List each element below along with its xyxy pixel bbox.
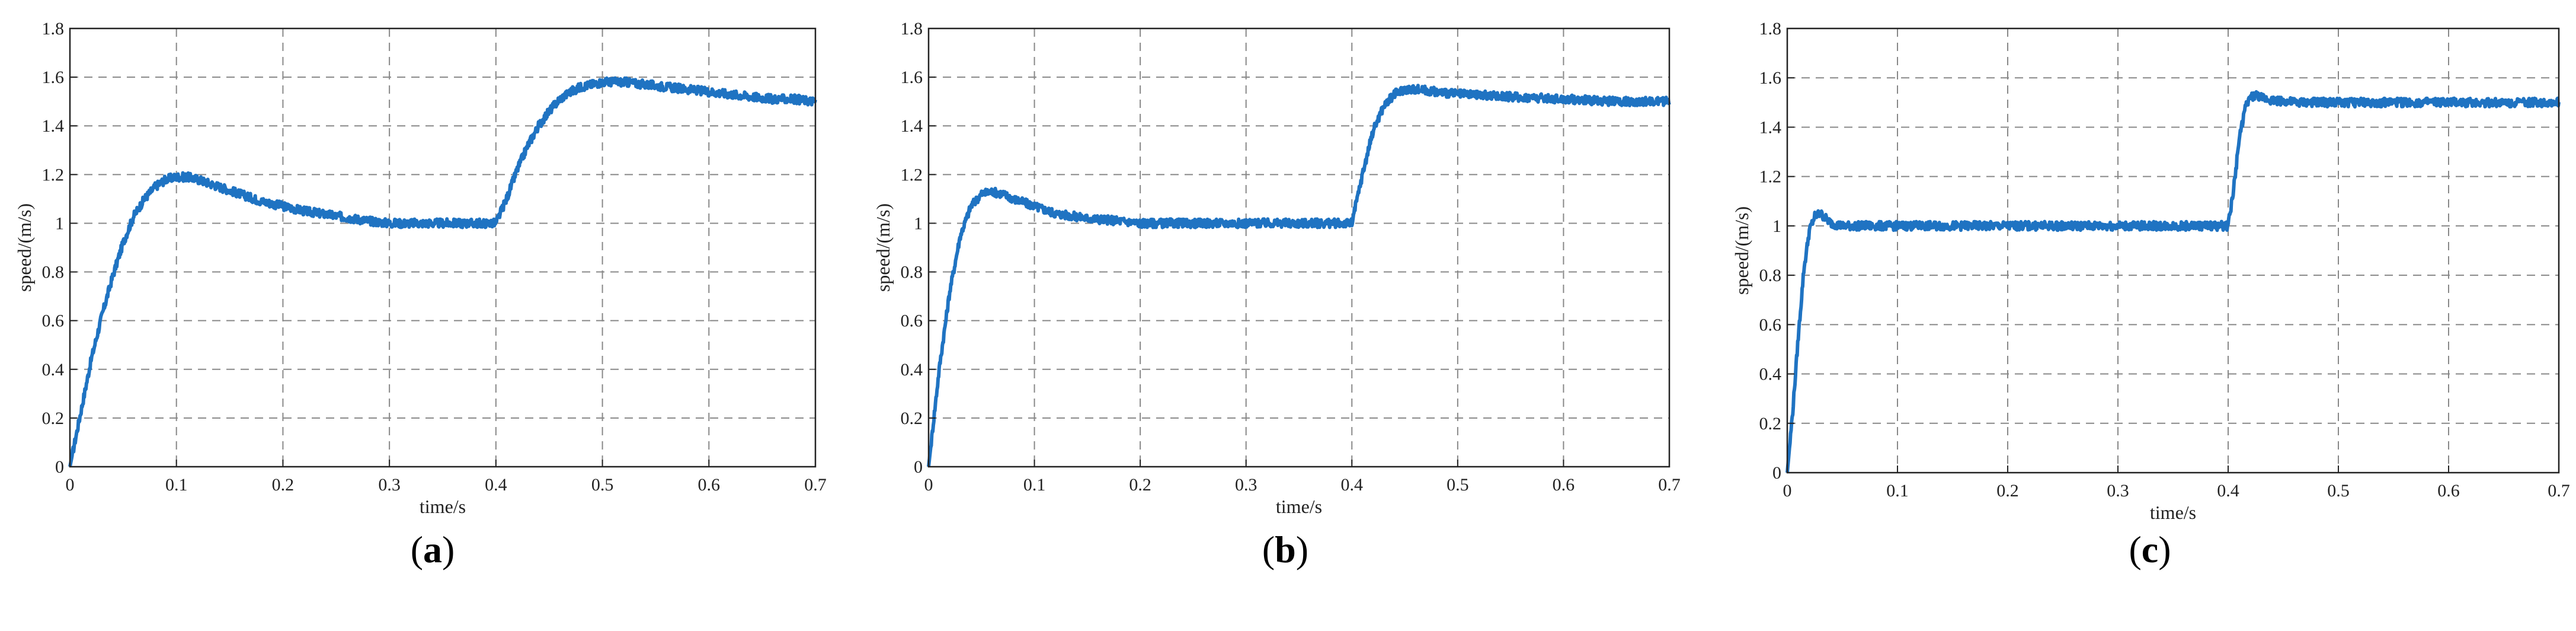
y-tick-label-c-6: 1.2 [1759, 167, 1782, 187]
panel-label-a: a [423, 528, 442, 571]
panel-caption-a: (a) [410, 528, 455, 571]
x-tick-label-a-7: 0.7 [804, 475, 827, 495]
x-tick-label-a-4: 0.4 [485, 475, 507, 495]
x-tick-label-a-3: 0.3 [378, 475, 401, 495]
x-tick-label-a-1: 0.1 [165, 475, 188, 495]
series-line-a [68, 76, 817, 467]
y-axis-label-a: speed/(m/s) [14, 203, 35, 292]
series-line-c [1785, 90, 2561, 473]
plot-frame-b [927, 27, 1671, 468]
y-tick-label-a-0: 0 [55, 457, 64, 477]
y-tick-label-c-3: 0.6 [1759, 315, 1782, 334]
x-tick-label-a-6: 0.6 [698, 475, 721, 495]
y-tick-label-b-7: 1.4 [901, 116, 923, 136]
y-tick-label-a-4: 0.8 [42, 263, 65, 282]
y-tick-label-a-8: 1.6 [42, 68, 65, 87]
y-tick-label-c-7: 1.4 [1759, 117, 1782, 137]
x-tick-label-c-3: 0.3 [2107, 481, 2129, 501]
x-tick-label-b-2: 0.2 [1129, 475, 1151, 495]
x-tick-label-b-3: 0.3 [1235, 475, 1257, 495]
x-tick-label-b-7: 0.7 [1658, 475, 1681, 495]
y-tick-label-a-1: 0.2 [42, 409, 65, 428]
x-tick-label-b-0: 0 [924, 475, 933, 495]
y-tick-label-b-6: 1.2 [901, 165, 923, 184]
y-tick-label-a-5: 1 [55, 213, 64, 233]
x-tick-label-c-7: 0.7 [2548, 481, 2570, 501]
x-tick-label-b-4: 0.4 [1341, 475, 1364, 495]
y-tick-label-c-1: 0.2 [1759, 414, 1782, 434]
panel-caption-b: (b) [1262, 528, 1309, 571]
y-tick-label-b-2: 0.4 [901, 360, 923, 380]
chart-panel-a: 0 0.1 0.2 0.3 0.4 0.5 0.6 0.7 0 0.2 0.4 0.6 0.8 1 1.2 1… [0, 0, 859, 631]
plot-frame-a [69, 27, 817, 468]
chart-a-svg: 0 0.1 0.2 0.3 0.4 0.5 0.6 0.7 0 0.2 0.4 0.6 0.8 1 1.2 1… [14, 19, 827, 517]
panel-label-b: b [1275, 528, 1296, 571]
x-tick-label-c-4: 0.4 [2217, 481, 2239, 501]
y-tick-label-a-2: 0.4 [42, 360, 65, 380]
x-tick-label-c-2: 0.2 [1996, 481, 2019, 501]
x-tick-label-c-0: 0 [1783, 481, 1792, 501]
panel-caption-c: (c) [2129, 528, 2171, 571]
x-axis-label-a: time/s [420, 496, 466, 517]
y-tick-label-a-3: 0.6 [42, 311, 65, 331]
y-tick-label-b-4: 0.8 [901, 263, 923, 282]
x-tick-label-a-5: 0.5 [591, 475, 614, 495]
y-tick-label-c-9: 1.8 [1759, 19, 1782, 39]
x-tick-label-a-2: 0.2 [272, 475, 295, 495]
chart-panel-c: 0 0.1 0.2 0.3 0.4 0.5 0.6 0.7 0 0.2 0.4 0.6 0.8 1 1.2 1… [1717, 0, 2576, 631]
x-tick-label-c-1: 0.1 [1886, 481, 1909, 501]
y-axis-label-b: speed/(m/s) [872, 203, 894, 292]
y-tick-label-b-0: 0 [914, 457, 923, 477]
y-tick-label-a-9: 1.8 [42, 19, 65, 39]
y-tick-label-c-0: 0 [1772, 463, 1781, 483]
y-tick-label-b-9: 1.8 [901, 19, 923, 39]
chart-b-svg: 0 0.1 0.2 0.3 0.4 0.5 0.6 0.7 0 0.2 0.4 0.6 0.8 1 1.2 1… [872, 19, 1681, 517]
y-tick-label-b-3: 0.6 [901, 311, 923, 331]
y-tick-label-b-8: 1.6 [901, 68, 923, 87]
panel-label-c: c [2141, 528, 2159, 571]
y-tick-label-c-4: 0.8 [1759, 266, 1782, 285]
plot-frame-c [1786, 27, 2560, 474]
x-axis-label-c: time/s [2150, 502, 2196, 522]
chart-c-svg: 0 0.1 0.2 0.3 0.4 0.5 0.6 0.7 0 0.2 0.4 0.6 0.8 1 1.2 1… [1731, 19, 2570, 522]
y-tick-label-b-1: 0.2 [901, 409, 923, 428]
x-tick-label-a-0: 0 [66, 475, 75, 495]
y-axis-label-c: speed/(m/s) [1731, 206, 1752, 295]
y-tick-label-c-2: 0.4 [1759, 365, 1782, 384]
x-tick-label-b-6: 0.6 [1553, 475, 1575, 495]
y-tick-label-c-5: 1 [1772, 216, 1781, 236]
x-tick-label-c-5: 0.5 [2327, 481, 2350, 501]
x-tick-label-b-5: 0.5 [1447, 475, 1469, 495]
x-tick-label-c-6: 0.6 [2437, 481, 2460, 501]
y-tick-label-c-8: 1.6 [1759, 68, 1782, 88]
y-tick-label-a-7: 1.4 [42, 116, 65, 136]
y-tick-label-a-6: 1.2 [42, 165, 65, 184]
chart-panel-b: 0 0.1 0.2 0.3 0.4 0.5 0.6 0.7 0 0.2 0.4 0.6 0.8 1 1.2 1… [859, 0, 1717, 631]
y-tick-label-b-5: 1 [914, 213, 923, 233]
x-tick-label-b-1: 0.1 [1023, 475, 1046, 495]
x-axis-label-b: time/s [1276, 496, 1322, 517]
series-line-b [927, 84, 1671, 467]
